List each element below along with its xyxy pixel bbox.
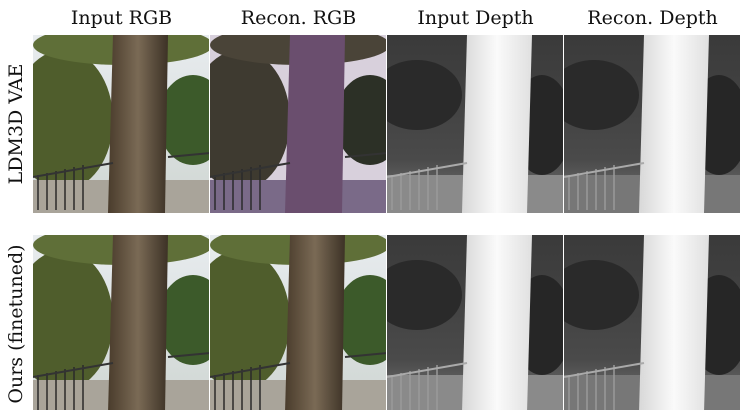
column-header: Recon. RGB bbox=[241, 7, 356, 29]
trunk bbox=[285, 235, 345, 410]
depth-trunk bbox=[639, 35, 709, 213]
column-header: Input Depth bbox=[417, 7, 533, 29]
foliage bbox=[13, 50, 113, 190]
row-label: LDM3D VAE bbox=[5, 64, 27, 185]
foliage bbox=[13, 250, 113, 390]
figure: Input RGB Recon. RGB Input Depth Recon. Dep… bbox=[0, 0, 744, 410]
trunk bbox=[108, 235, 168, 410]
image bbox=[13, 25, 228, 220]
depth-trunk bbox=[462, 235, 532, 410]
depth-trunk bbox=[462, 35, 532, 213]
image bbox=[549, 35, 744, 215]
image bbox=[13, 225, 228, 410]
trunk bbox=[285, 35, 345, 213]
image bbox=[549, 235, 744, 410]
column-header: Recon. Depth bbox=[587, 7, 717, 29]
trunk bbox=[108, 35, 168, 213]
row-label: Ours (finetuned) bbox=[5, 244, 27, 403]
image bbox=[372, 235, 572, 410]
image bbox=[190, 225, 405, 410]
image bbox=[372, 35, 572, 215]
depth-trunk bbox=[639, 235, 709, 410]
column-header: Input RGB bbox=[71, 7, 172, 29]
image bbox=[190, 25, 405, 220]
